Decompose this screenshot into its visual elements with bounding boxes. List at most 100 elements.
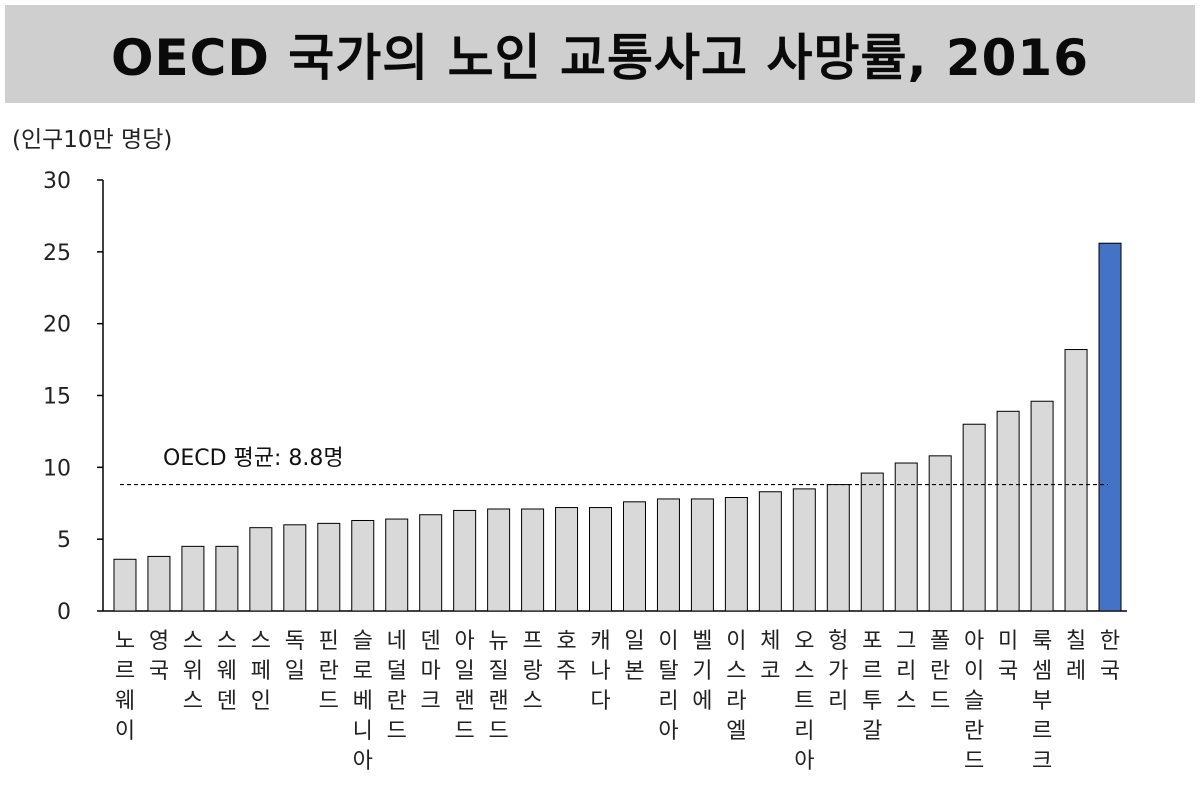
x-tick-label-char: 오 [794,629,814,654]
x-tick-label-char: 스 [896,689,916,714]
bar [283,524,307,612]
bar [758,491,782,612]
x-tick-label-char: 주 [556,659,576,684]
x-tick-label-char: 이 [115,719,135,744]
x-tick-label-char: 프 [522,629,542,654]
x-tick-label-char: 라 [726,689,746,714]
bar [215,545,239,612]
x-tick-label-char: 한 [1100,629,1120,654]
x-tick-label-char: 헝 [828,629,848,654]
bar [181,545,205,612]
x-tick-label-char: 슬 [353,629,373,654]
bar [521,508,545,612]
bar [555,507,579,612]
x-tick-label-char: 다 [590,689,610,714]
x-tick-label-char: 노 [115,629,135,654]
bar-highlight [1098,242,1122,612]
x-tick-label-char: 베 [353,689,373,714]
x-tick-label-char: 페 [251,659,271,684]
x-tick-label-char: 아 [353,749,373,774]
x-tick-label-char: 국 [998,659,1018,684]
x-tick-label-char: 이 [964,659,984,684]
x-tick-label-char: 스 [183,629,203,654]
x-tick-label-char: 리 [658,689,678,714]
bar [419,514,443,612]
bar [317,522,341,612]
x-tick-label-char: 르 [862,659,882,684]
x-tick-label-char: 덴 [421,629,441,654]
bar [589,507,613,612]
x-tick-label-char: 이 [658,629,678,654]
x-tick-label-char: 르 [115,659,135,684]
y-unit-label: (인구10만 명당) [12,127,173,153]
x-tick-label-char: 이 [726,629,746,654]
bar [894,462,918,612]
y-tick-label: 5 [57,528,71,553]
x-tick-label-char: 리 [794,719,814,744]
x-tick-label-char: 미 [998,629,1018,654]
chart-title: OECD 국가의 노인 교통사고 사망률, 2016 [110,29,1090,87]
x-tick-label-char: 크 [1032,749,1052,774]
bar [996,410,1020,612]
y-tick-label: 15 [43,385,71,410]
bar [351,519,375,612]
x-tick-label-char: 포 [862,629,882,654]
x-tick-label-char: 랜 [488,689,508,714]
x-tick-label-char: 코 [760,659,780,684]
bar [487,508,511,612]
bar [113,558,137,612]
bar [860,472,884,612]
x-tick-label-char: 아 [794,749,814,774]
y-tick-label: 10 [43,456,71,481]
x-tick-label-char: 드 [319,689,339,714]
y-tick-label: 30 [43,169,71,194]
bar [792,488,816,612]
x-tick-label-char: 드 [455,719,475,744]
x-tick-label-char: 웨 [115,689,135,714]
x-tick-label-char: 드 [488,719,508,744]
x-tick-label-char: 부 [1032,689,1052,714]
bar [147,555,171,612]
x-tick-label-char: 스 [183,689,203,714]
x-tick-label-char: 니 [353,719,373,744]
x-tick-label-char: 드 [387,719,407,744]
x-tick-label-char: 호 [556,629,576,654]
x-tick-label-char: 핀 [319,629,339,654]
x-tick-label-char: 덜 [387,659,407,684]
x-tick-label-char: 란 [964,719,984,744]
x-tick-label-char: 스 [794,659,814,684]
x-tick-label-char: 본 [624,659,644,684]
x-tick-label-char: 폴 [930,629,950,654]
x-tick-label-char: 스 [217,629,237,654]
x-tick-label-char: 셈 [1032,659,1052,684]
bar [1030,400,1054,612]
x-tick-label-char: 갈 [862,719,882,744]
title-band: OECD 국가의 노인 교통사고 사망률, 2016 [5,5,1195,103]
x-tick-label-char: 네 [387,629,407,654]
bar [690,498,714,612]
x-tick-label-char: 로 [353,659,373,684]
x-tick-label-char: 칠 [1066,629,1086,654]
x-tick-label-char: 란 [387,689,407,714]
bar [826,484,850,612]
x-tick-label-char: 질 [488,659,508,684]
x-tick-label-char: 스 [251,629,271,654]
x-tick-label-char: 란 [930,659,950,684]
x-tick-label-char: 영 [149,629,169,654]
x-tick-label-char: 일 [624,629,644,654]
x-tick-label-char: 크 [421,689,441,714]
x-tick-label-char: 르 [1032,719,1052,744]
x-tick-label-char: 일 [455,659,475,684]
x-tick-label-char: 그 [896,629,916,654]
x-tick-label-char: 덴 [217,689,237,714]
x-tick-label-char: 랜 [455,689,475,714]
y-tick-label: 20 [43,313,71,338]
x-tick-label-char: 아 [455,629,475,654]
x-tick-label-char: 국 [1100,659,1120,684]
x-tick-label-char: 가 [828,659,848,684]
x-tick-label-char: 스 [726,659,746,684]
x-tick-label-char: 드 [964,749,984,774]
bar [962,423,986,612]
y-tick-label: 25 [43,241,71,266]
